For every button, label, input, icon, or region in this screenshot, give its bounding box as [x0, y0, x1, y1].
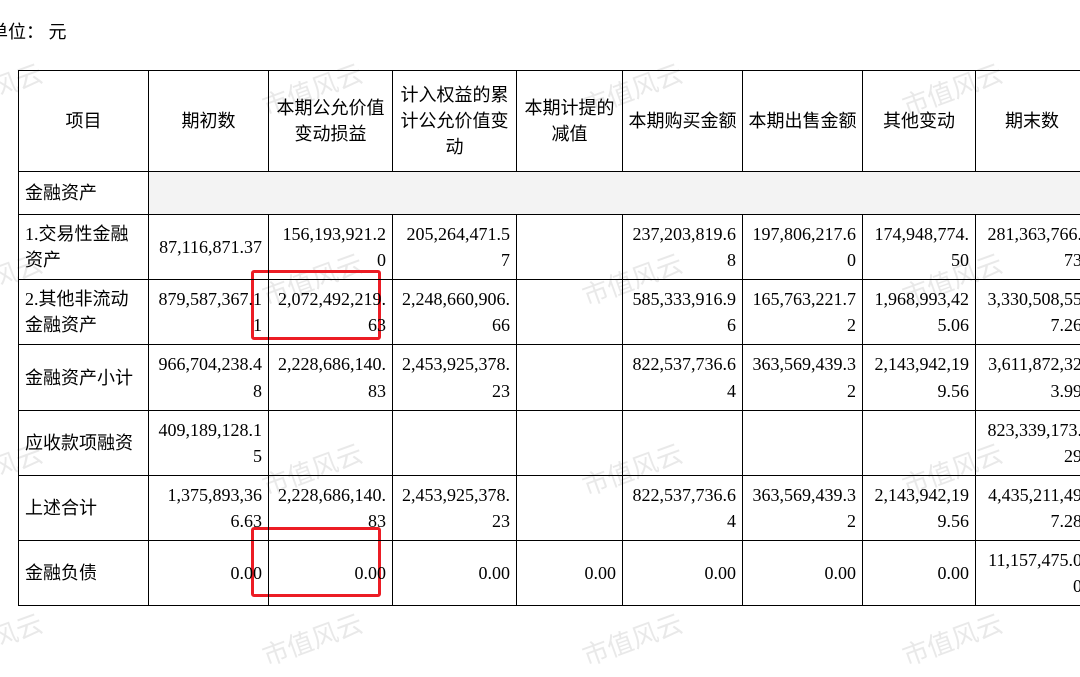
cell: 823,339,173.29: [976, 410, 1080, 475]
cell: 363,569,439.32: [743, 475, 863, 540]
col-header-3: 计入权益的累计公允价值变动: [393, 71, 517, 172]
row-label: 应收款项融资: [19, 410, 149, 475]
cell: 2,248,660,906.66: [393, 280, 517, 345]
cell: [269, 410, 393, 475]
cell: 409,189,128.15: [149, 410, 269, 475]
col-header-4: 本期计提的减值: [517, 71, 623, 172]
table-wrap: 项目 期初数 本期公允价值变动损益 计入权益的累计公允价值变动 本期计提的减值 …: [18, 70, 1062, 606]
cell: [517, 345, 623, 410]
cell: [517, 215, 623, 280]
table-row: 金融资产小计966,704,238.482,228,686,140.832,45…: [19, 345, 1080, 410]
col-header-2: 本期公允价值变动损益: [269, 71, 393, 172]
table-row: 上述合计1,375,893,366.632,228,686,140.832,45…: [19, 475, 1080, 540]
cell: [517, 280, 623, 345]
page: 单位： 元 项目 期初数 本期公允价值变动损益 计入权益的累计公允价值变动 本期…: [0, 0, 1080, 677]
col-header-1: 期初数: [149, 71, 269, 172]
row-label: 金融负债: [19, 541, 149, 606]
watermark: 市值风云: [897, 603, 1007, 673]
cell: 2,072,492,219.63: [269, 280, 393, 345]
row-label: 上述合计: [19, 475, 149, 540]
cell: 363,569,439.32: [743, 345, 863, 410]
financial-asset-table: 项目 期初数 本期公允价值变动损益 计入权益的累计公允价值变动 本期计提的减值 …: [18, 70, 1080, 606]
cell: [743, 410, 863, 475]
cell: 2,453,925,378.23: [393, 345, 517, 410]
cell: 2,228,686,140.83: [269, 345, 393, 410]
cell: 156,193,921.20: [269, 215, 393, 280]
cell: [517, 475, 623, 540]
cell: 165,763,221.72: [743, 280, 863, 345]
cell: 3,330,508,557.26: [976, 280, 1080, 345]
cell: 0.00: [517, 541, 623, 606]
cell: 2,228,686,140.83: [269, 475, 393, 540]
cell: [517, 410, 623, 475]
cell: 822,537,736.64: [623, 345, 743, 410]
cell: 1,375,893,366.63: [149, 475, 269, 540]
cell: 0.00: [623, 541, 743, 606]
cell: 174,948,774.50: [863, 215, 976, 280]
row-label: 1.交易性金融资产: [19, 215, 149, 280]
cell: 2,143,942,199.56: [863, 345, 976, 410]
cell: 2,143,942,199.56: [863, 475, 976, 540]
cell: 879,587,367.11: [149, 280, 269, 345]
table-row: 2.其他非流动金融资产879,587,367.112,072,492,219.6…: [19, 280, 1080, 345]
cell: 87,116,871.37: [149, 215, 269, 280]
cell: [623, 410, 743, 475]
table-row: 1.交易性金融资产87,116,871.37156,193,921.20205,…: [19, 215, 1080, 280]
cell: 2,453,925,378.23: [393, 475, 517, 540]
table-head: 项目 期初数 本期公允价值变动损益 计入权益的累计公允价值变动 本期计提的减值 …: [19, 71, 1080, 172]
cell: 0.00: [149, 541, 269, 606]
table-body: 金融资产 1.交易性金融资产87,116,871.37156,193,921.2…: [19, 172, 1080, 606]
cell: [863, 410, 976, 475]
col-header-5: 本期购买金额: [623, 71, 743, 172]
cell: 0.00: [863, 541, 976, 606]
cell: 3,611,872,323.99: [976, 345, 1080, 410]
cell: 197,806,217.60: [743, 215, 863, 280]
cell: 0.00: [743, 541, 863, 606]
cell: 0.00: [269, 541, 393, 606]
cell: 11,157,475.00: [976, 541, 1080, 606]
cell: 0.00: [393, 541, 517, 606]
watermark: 市值风云: [577, 603, 687, 673]
section-rest: [149, 172, 1080, 215]
watermark: 市值风云: [0, 603, 47, 673]
section-label: 金融资产: [19, 172, 149, 215]
cell: 966,704,238.48: [149, 345, 269, 410]
cell: 1,968,993,425.06: [863, 280, 976, 345]
col-header-6: 本期出售金额: [743, 71, 863, 172]
watermark: 市值风云: [257, 603, 367, 673]
table-row: 应收款项融资409,189,128.15 823,339,173.29: [19, 410, 1080, 475]
col-header-0: 项目: [19, 71, 149, 172]
cell: [393, 410, 517, 475]
cell: 237,203,819.68: [623, 215, 743, 280]
cell: 822,537,736.64: [623, 475, 743, 540]
section-row: 金融资产: [19, 172, 1080, 215]
header-row: 项目 期初数 本期公允价值变动损益 计入权益的累计公允价值变动 本期计提的减值 …: [19, 71, 1080, 172]
table-row: 金融负债0.000.000.000.000.000.000.0011,157,4…: [19, 541, 1080, 606]
col-header-8: 期末数: [976, 71, 1080, 172]
unit-label: 单位： 元: [0, 18, 1034, 44]
row-label: 金融资产小计: [19, 345, 149, 410]
cell: 585,333,916.96: [623, 280, 743, 345]
col-header-7: 其他变动: [863, 71, 976, 172]
cell: 281,363,766.73: [976, 215, 1080, 280]
cell: 4,435,211,497.28: [976, 475, 1080, 540]
cell: 205,264,471.57: [393, 215, 517, 280]
row-label: 2.其他非流动金融资产: [19, 280, 149, 345]
